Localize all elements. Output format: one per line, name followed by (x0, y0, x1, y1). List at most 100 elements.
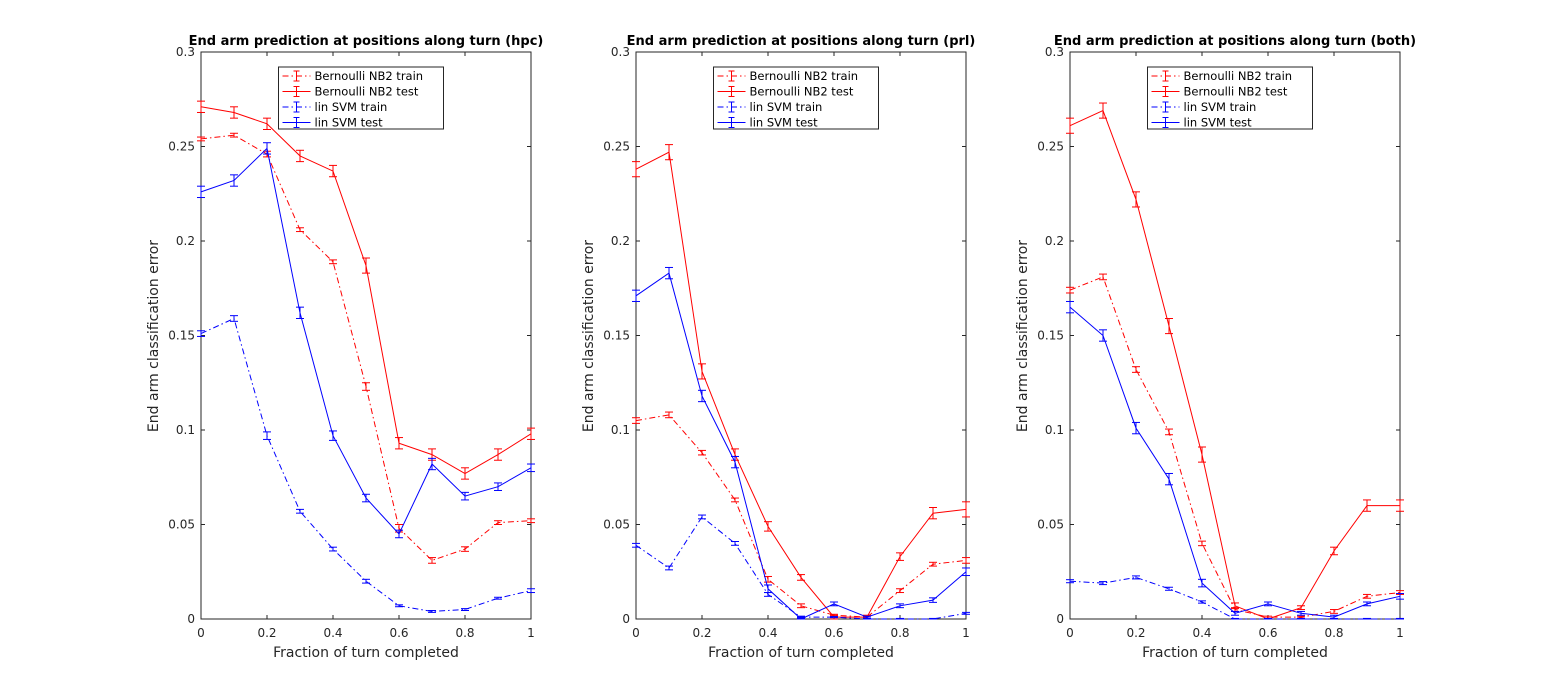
chart-panel-hpc: End arm prediction at positions along tu… (146, 34, 543, 661)
x-tick-label: 0.4 (758, 626, 777, 640)
error-bar (428, 557, 436, 564)
error-bar (461, 491, 469, 501)
y-tick-label: 0.25 (1037, 140, 1064, 154)
y-tick-label: 0.2 (1045, 234, 1064, 248)
error-bar (296, 227, 304, 233)
error-bar (296, 508, 304, 514)
legend-label: lin SVM test (1184, 116, 1253, 130)
error-bar (1066, 286, 1074, 294)
error-bar (698, 514, 706, 520)
y-axis-label: End arm classification error (1015, 240, 1031, 432)
legend-label: Bernoulli NB2 test (315, 85, 419, 99)
legend-item: lin SVM train (717, 100, 822, 114)
error-bar (230, 174, 238, 187)
error-bar (1297, 605, 1305, 611)
error-bar (1066, 579, 1074, 584)
error-bar (896, 603, 904, 609)
x-tick-label: 0.8 (890, 626, 909, 640)
error-bar (362, 257, 370, 274)
error-bar (461, 467, 469, 480)
legend-label: lin SVM train (1184, 100, 1257, 114)
y-tick-label: 0 (622, 612, 630, 626)
series-line-3 (1069, 576, 1400, 620)
y-tick-label: 0.3 (611, 45, 630, 59)
error-bar (1132, 575, 1140, 580)
error-bar (929, 597, 937, 603)
y-tick-label: 0.15 (603, 329, 630, 343)
x-tick-label: 0.4 (1192, 626, 1211, 640)
error-bar (1297, 610, 1305, 616)
x-axis-label: Fraction of turn completed (1142, 645, 1328, 661)
error-bar (296, 149, 304, 163)
error-bar (896, 552, 904, 561)
x-tick-label: 0.2 (692, 626, 711, 640)
error-bar (1363, 499, 1371, 512)
error-bar (698, 449, 706, 456)
x-axis-label: Fraction of turn completed (708, 645, 894, 661)
y-tick-label: 0.3 (1045, 45, 1064, 59)
error-bar (1264, 617, 1272, 620)
error-bar (362, 382, 370, 391)
error-bar (731, 541, 739, 546)
error-bar (329, 546, 337, 552)
error-bar (1231, 617, 1239, 620)
x-tick-label: 0.2 (1126, 626, 1145, 640)
error-bar (1198, 600, 1206, 604)
error-bar (1363, 617, 1371, 620)
x-axis-label: Fraction of turn completed (273, 645, 459, 661)
error-bar (797, 616, 805, 620)
error-bar (665, 565, 673, 571)
error-bar (197, 330, 205, 337)
error-bar (929, 506, 937, 520)
series-line-1 (635, 414, 967, 618)
error-bar (461, 546, 469, 552)
legend-item: lin SVM train (1151, 100, 1257, 114)
error-bar (1132, 191, 1140, 208)
panel-title: End arm prediction at positions along tu… (189, 34, 544, 49)
error-bar (698, 389, 706, 403)
error-bar (296, 306, 304, 319)
error-bar (1330, 546, 1338, 556)
error-bar (329, 430, 337, 441)
error-bar (494, 448, 502, 461)
legend-label: Bernoulli NB2 train (315, 69, 424, 83)
error-bar (362, 578, 370, 584)
error-bar (896, 617, 904, 620)
error-bar (329, 259, 337, 265)
error-bar (527, 427, 535, 440)
error-bar (1330, 614, 1338, 620)
error-bar (1396, 499, 1404, 512)
y-tick-label: 0 (1056, 612, 1064, 626)
legend-label: Bernoulli NB2 test (750, 85, 854, 99)
error-bar (797, 574, 805, 581)
legend-label: lin SVM test (750, 116, 819, 130)
error-bar (1165, 428, 1173, 436)
error-bar (197, 185, 205, 199)
y-tick-label: 0.3 (176, 45, 195, 59)
error-bar (764, 584, 772, 594)
x-tick-label: 0 (1066, 626, 1074, 640)
error-bar (1231, 610, 1239, 616)
error-bar (527, 463, 535, 473)
y-tick-label: 0.1 (1045, 423, 1064, 437)
x-tick-label: 0.6 (1258, 626, 1277, 640)
x-tick-label: 0.2 (257, 626, 276, 640)
error-bar (962, 611, 970, 615)
error-bar (797, 603, 805, 609)
error-bar (1363, 593, 1371, 599)
y-tick-label: 0.2 (611, 234, 630, 248)
x-tick-label: 1 (962, 626, 970, 640)
error-bar (428, 457, 436, 471)
x-tick-label: 0 (197, 626, 205, 640)
y-tick-label: 0.15 (1037, 329, 1064, 343)
error-bar (329, 164, 337, 178)
x-tick-label: 0.6 (824, 626, 843, 640)
legend-item: lin SVM train (282, 100, 387, 114)
y-tick-label: 0.25 (603, 140, 630, 154)
error-bar (1165, 472, 1173, 486)
error-bar (962, 567, 970, 577)
y-axis-label: End arm classification error (146, 240, 162, 432)
chart-panel-both: End arm prediction at positions along tu… (1015, 34, 1416, 661)
